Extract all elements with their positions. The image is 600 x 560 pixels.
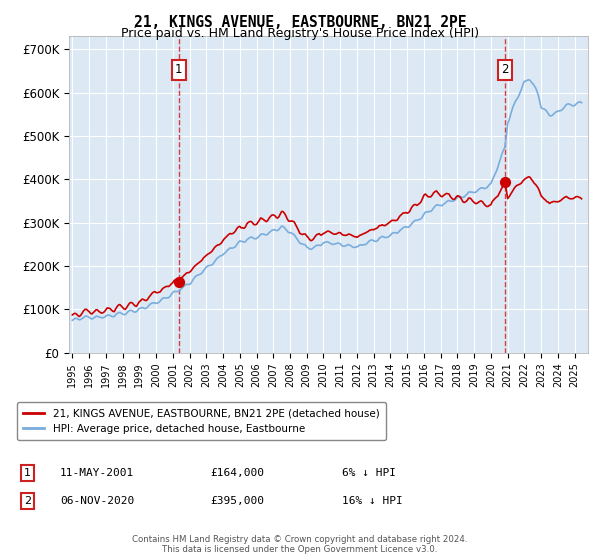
Legend: 21, KINGS AVENUE, EASTBOURNE, BN21 2PE (detached house), HPI: Average price, det: 21, KINGS AVENUE, EASTBOURNE, BN21 2PE (… — [17, 402, 386, 440]
Text: 2: 2 — [24, 496, 31, 506]
Text: 21, KINGS AVENUE, EASTBOURNE, BN21 2PE: 21, KINGS AVENUE, EASTBOURNE, BN21 2PE — [134, 15, 466, 30]
Text: 1: 1 — [175, 63, 182, 76]
Point — [174, 277, 184, 286]
Text: £164,000: £164,000 — [210, 468, 264, 478]
Text: 1: 1 — [24, 468, 31, 478]
Text: 2: 2 — [501, 63, 509, 76]
Text: 6% ↓ HPI: 6% ↓ HPI — [342, 468, 396, 478]
Text: 16% ↓ HPI: 16% ↓ HPI — [342, 496, 403, 506]
Text: 11-MAY-2001: 11-MAY-2001 — [60, 468, 134, 478]
Text: Contains HM Land Registry data © Crown copyright and database right 2024.
This d: Contains HM Land Registry data © Crown c… — [132, 535, 468, 554]
Point — [500, 177, 510, 186]
Text: 06-NOV-2020: 06-NOV-2020 — [60, 496, 134, 506]
Text: £395,000: £395,000 — [210, 496, 264, 506]
Text: Price paid vs. HM Land Registry's House Price Index (HPI): Price paid vs. HM Land Registry's House … — [121, 27, 479, 40]
